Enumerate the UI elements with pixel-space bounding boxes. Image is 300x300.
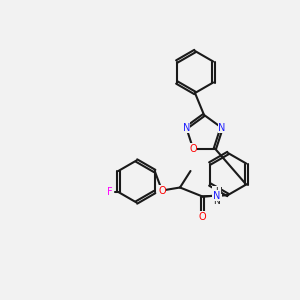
Text: N: N <box>218 123 225 133</box>
Text: O: O <box>158 185 166 196</box>
Text: F: F <box>106 187 112 197</box>
Text: O: O <box>199 212 206 222</box>
Text: N: N <box>183 123 190 133</box>
Text: H
N: H N <box>213 187 220 206</box>
Text: N: N <box>213 190 220 201</box>
Text: O: O <box>189 143 197 154</box>
Text: H: H <box>215 188 221 196</box>
